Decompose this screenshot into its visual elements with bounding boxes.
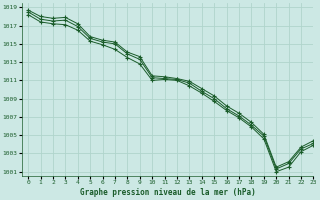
X-axis label: Graphe pression niveau de la mer (hPa): Graphe pression niveau de la mer (hPa) [80, 188, 256, 197]
